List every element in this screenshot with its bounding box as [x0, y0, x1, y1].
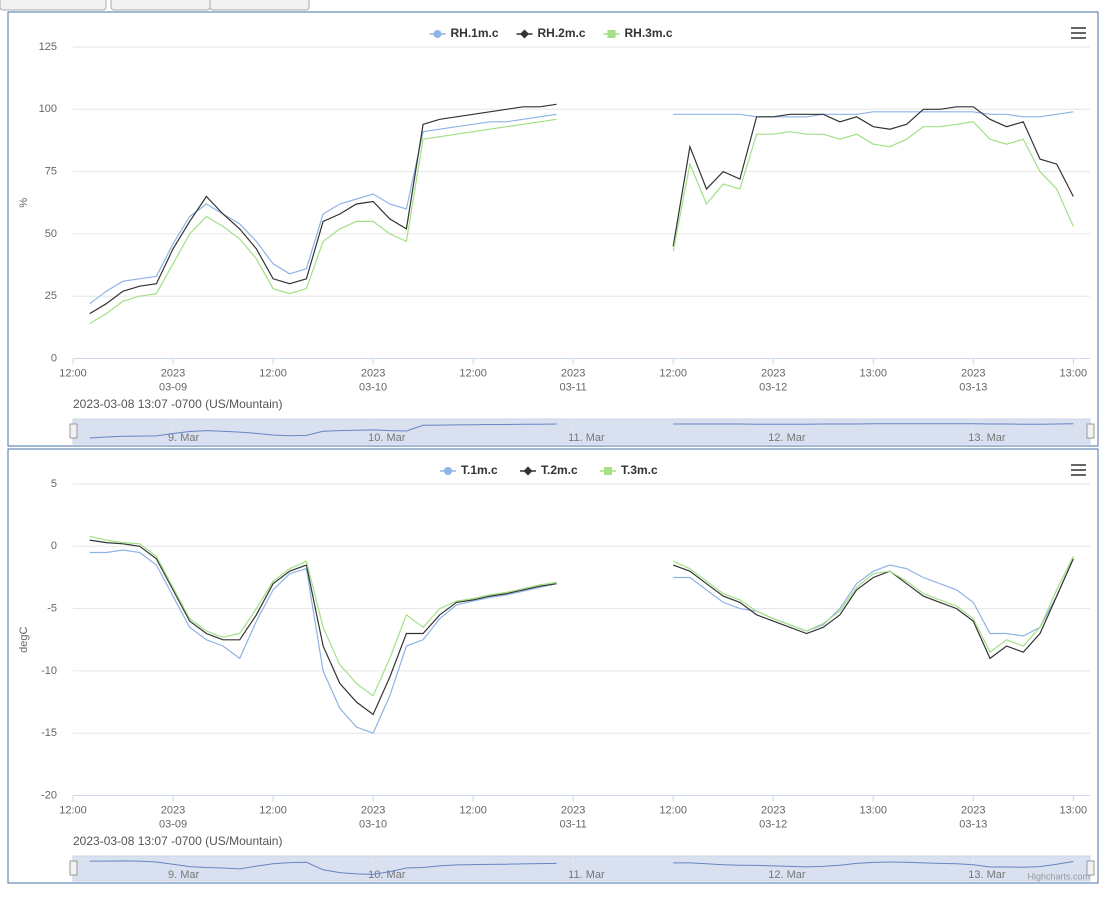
- navigator-label: 11. Mar: [568, 869, 605, 881]
- series-line: [89, 118, 1074, 325]
- x-tick-label: 12:00: [459, 367, 487, 379]
- legend-marker: [444, 467, 452, 475]
- credits: Highcharts.com: [1027, 871, 1090, 881]
- context-menu-button[interactable]: [1071, 464, 1086, 476]
- navigator-label: 10. Mar: [368, 869, 406, 881]
- x-tick-label: 2023 03-10: [359, 804, 387, 830]
- navigator-line: [89, 423, 1074, 439]
- x-tick-label: 2023 03-11: [559, 804, 586, 830]
- x-tick-label: 2023 03-12: [759, 804, 787, 830]
- y-tick-label: -5: [47, 603, 57, 615]
- navigator-label: 9. Mar: [168, 869, 200, 881]
- navigator-label: 11. Mar: [568, 432, 605, 444]
- navigator-label: 9. Mar: [168, 432, 200, 444]
- legend-label[interactable]: RH.1m.c: [451, 26, 499, 40]
- x-tick-label: 12:00: [459, 804, 487, 816]
- navigator-handle[interactable]: [69, 860, 78, 876]
- navigator-label: 13. Mar: [968, 432, 1006, 444]
- y-tick-label: 100: [39, 103, 57, 115]
- y-tick-label: -10: [41, 665, 57, 677]
- legend-label[interactable]: T.2m.c: [541, 463, 578, 477]
- series-line: [89, 103, 1074, 315]
- navigator-handle[interactable]: [69, 423, 78, 439]
- legend-marker: [604, 467, 612, 475]
- x-tick-label: 12:00: [259, 367, 287, 379]
- series-line: [89, 549, 1074, 734]
- x-tick-label: 2023 03-09: [159, 804, 187, 830]
- x-tick-label: 2023 03-12: [759, 367, 787, 393]
- x-tick-label: 12:00: [659, 804, 687, 816]
- x-tick-label: 12:00: [659, 367, 687, 379]
- navigator-label: 12. Mar: [768, 869, 806, 881]
- navigator-label: 12. Mar: [768, 432, 806, 444]
- y-axis-title: %: [18, 198, 30, 208]
- navigator-label: 10. Mar: [368, 432, 406, 444]
- tab-button[interactable]: [110, 0, 211, 11]
- chart-panel: [7, 448, 1099, 884]
- x-tick-label: 13:00: [1060, 367, 1088, 379]
- x-tick-label: 2023 03-13: [959, 367, 987, 393]
- caption: 2023-03-08 13:07 -0700 (US/Mountain): [73, 397, 282, 411]
- navigator-line: [89, 860, 1074, 875]
- x-tick-label: 2023 03-13: [959, 804, 987, 830]
- y-tick-label: 0: [51, 540, 57, 552]
- legend-marker: [523, 466, 533, 476]
- y-tick-label: 0: [51, 352, 57, 364]
- x-tick-label: 12:00: [59, 804, 87, 816]
- x-tick-label: 2023 03-11: [559, 367, 586, 393]
- legend-marker: [607, 30, 616, 38]
- x-tick-label: 13:00: [859, 804, 887, 816]
- x-tick-label: 2023 03-09: [159, 367, 187, 393]
- series-line: [89, 535, 1074, 697]
- tab-button[interactable]: [0, 0, 107, 11]
- y-tick-label: 5: [51, 478, 57, 490]
- navigator-handle[interactable]: [1086, 860, 1095, 876]
- navigator-handle[interactable]: [1086, 423, 1095, 439]
- context-menu-button[interactable]: [1071, 27, 1086, 39]
- y-tick-label: -15: [41, 727, 57, 739]
- series-line: [89, 111, 1074, 305]
- caption: 2023-03-08 13:07 -0700 (US/Mountain): [73, 834, 282, 848]
- x-tick-label: 2023 03-10: [359, 367, 387, 393]
- legend-label[interactable]: T.3m.c: [621, 463, 658, 477]
- chart-panel: [7, 11, 1099, 447]
- legend-marker: [433, 30, 442, 38]
- navigator-label: 13. Mar: [968, 869, 1006, 881]
- y-tick-label: 25: [45, 290, 57, 302]
- y-tick-label: 50: [45, 228, 57, 240]
- x-tick-label: 13:00: [859, 367, 887, 379]
- y-tick-label: -20: [41, 789, 57, 801]
- tab-button[interactable]: [209, 0, 310, 11]
- legend-marker: [520, 29, 529, 39]
- legend-label[interactable]: RH.3m.c: [625, 26, 673, 40]
- legend-label[interactable]: T.1m.c: [461, 463, 498, 477]
- y-axis-title: degC: [18, 627, 30, 653]
- legend-label[interactable]: RH.2m.c: [538, 26, 586, 40]
- y-tick-label: 75: [45, 166, 57, 178]
- y-tick-label: 125: [39, 41, 57, 53]
- series-line: [89, 539, 1074, 716]
- x-tick-label: 12:00: [259, 804, 287, 816]
- x-tick-label: 13:00: [1060, 804, 1088, 816]
- x-tick-label: 12:00: [59, 367, 87, 379]
